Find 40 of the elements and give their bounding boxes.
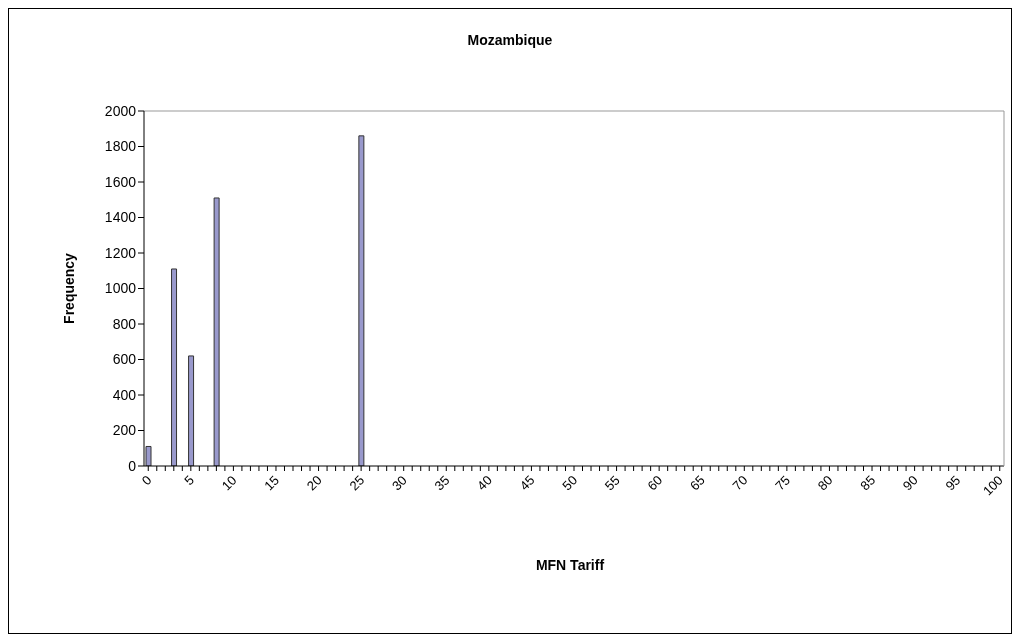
y-tick-label: 800 [112, 315, 137, 332]
x-tick-label: 30 [388, 472, 410, 494]
x-tick-label: 85 [857, 472, 879, 494]
y-tick-label: 1800 [104, 138, 137, 155]
chart-title: Mozambique [466, 32, 554, 48]
x-tick-label: 20 [303, 472, 325, 494]
x-tick-label: 40 [474, 472, 495, 494]
x-tick-label: 35 [431, 472, 453, 494]
y-axis-title: Frequency [60, 252, 77, 324]
x-tick-label: 10 [218, 472, 240, 494]
x-tick-label: 0 [138, 472, 155, 489]
bar [188, 355, 195, 466]
y-tick-label: 2000 [104, 102, 137, 119]
x-tick-label: 45 [516, 472, 538, 494]
bar [171, 268, 178, 466]
y-tick-label: 400 [112, 386, 137, 403]
y-tick-label: 1400 [104, 209, 137, 226]
x-tick-label: 50 [559, 472, 581, 494]
x-tick-label: 70 [729, 472, 751, 494]
y-tick-label: 1200 [104, 244, 137, 261]
bar [358, 135, 365, 466]
x-tick-label: 90 [899, 472, 921, 494]
x-tick-label: 55 [601, 472, 623, 494]
x-tick-label: 100 [979, 472, 1006, 499]
x-axis-title: MFN Tariff [534, 557, 606, 573]
x-tick-label: 80 [814, 472, 836, 494]
y-tick-label: 0 [128, 457, 137, 474]
x-tick-label: 5 [181, 472, 197, 489]
y-tick-label: 1600 [104, 173, 137, 190]
x-tick-label: 65 [687, 472, 708, 494]
x-tick-label: 25 [346, 472, 368, 494]
bar [145, 445, 152, 466]
x-tick-label: 75 [772, 472, 793, 494]
bar [213, 197, 220, 466]
y-tick-label: 200 [112, 422, 137, 439]
y-tick-label: 600 [112, 351, 137, 368]
y-tick-label: 1000 [104, 280, 137, 297]
x-tick-label: 60 [644, 472, 666, 494]
x-tick-label: 95 [942, 472, 964, 494]
x-tick-label: 15 [261, 472, 283, 494]
